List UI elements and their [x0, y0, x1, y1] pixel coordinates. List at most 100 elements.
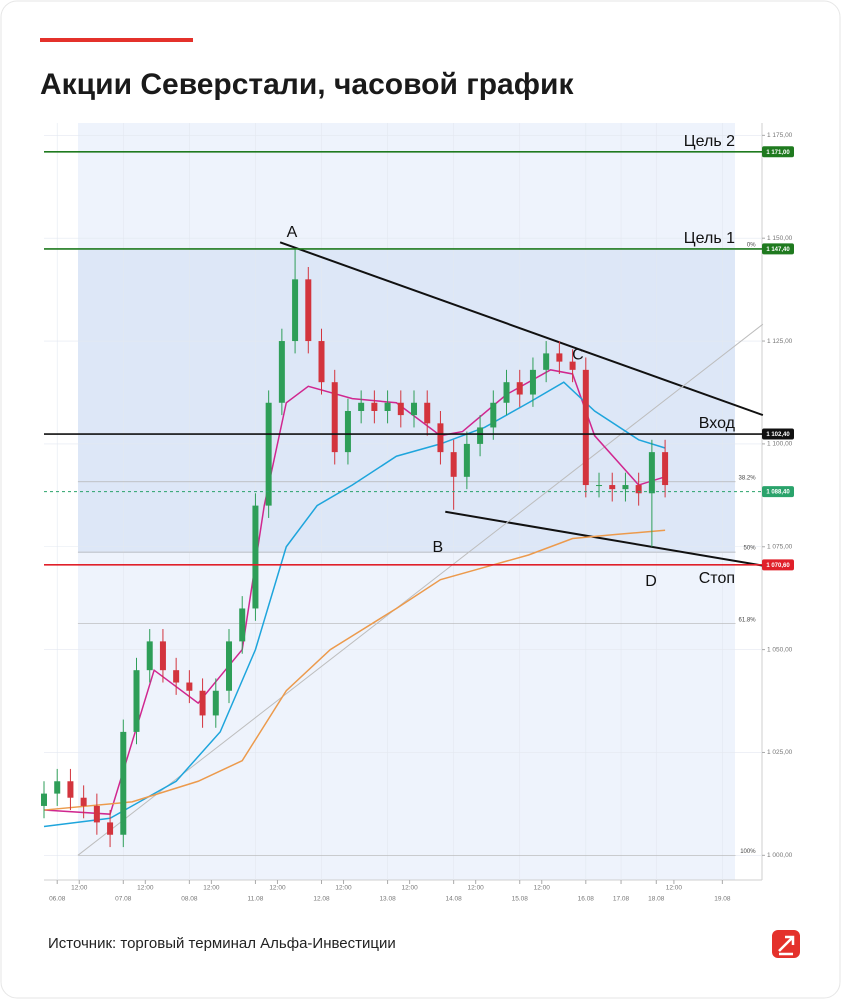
- candle-body: [120, 731, 127, 835]
- level-name: Цель 1: [684, 230, 735, 247]
- candle-body: [305, 279, 312, 342]
- point-label: C: [572, 346, 584, 363]
- logo: [772, 930, 800, 958]
- plot-area: [44, 123, 763, 881]
- fib-zone-inner: [78, 250, 735, 553]
- candle-body: [173, 670, 180, 683]
- candle-body: [635, 485, 642, 494]
- price-badge: [762, 486, 794, 498]
- candle-body: [331, 382, 338, 453]
- candle-body: [371, 402, 378, 411]
- point-label: B: [432, 539, 443, 556]
- x-tick-label: 12:00: [71, 885, 88, 892]
- price-badge-label: 1 147,40: [766, 247, 790, 253]
- candle-body: [199, 690, 206, 716]
- candle-body: [80, 797, 87, 806]
- y-tick-label: 1 050,00: [767, 646, 793, 653]
- trend-line: [77, 323, 764, 856]
- candle-body: [596, 485, 603, 487]
- candle-body: [54, 781, 61, 794]
- x-tick-label: 15.08: [512, 896, 529, 903]
- candle-body: [477, 427, 484, 444]
- candle-body: [358, 402, 365, 411]
- x-tick-label: 12.08: [313, 896, 330, 903]
- candle-body: [107, 822, 114, 835]
- candle-body: [212, 690, 219, 716]
- candle-body: [265, 402, 272, 506]
- candle-body: [292, 279, 299, 342]
- candle-body: [252, 505, 259, 609]
- fib-label: 61.8%: [739, 617, 757, 623]
- fib-label: 38.2%: [739, 475, 757, 481]
- level-name: Цель 2: [684, 133, 735, 150]
- point-label: A: [287, 224, 298, 241]
- point-label: D: [645, 573, 657, 590]
- candle-body: [278, 341, 285, 403]
- candle-body: [186, 682, 193, 691]
- price-badge: [762, 428, 794, 440]
- x-tick-label: 12:00: [468, 885, 485, 892]
- candle-body: [411, 402, 418, 416]
- candle-body: [529, 369, 536, 395]
- y-tick-label: 1 125,00: [767, 338, 793, 345]
- x-tick-label: 19.08: [714, 896, 731, 903]
- price-badge-label: 1 102,40: [766, 432, 790, 438]
- x-tick-label: 12:00: [269, 885, 286, 892]
- candle-body: [239, 608, 246, 642]
- candle-body: [463, 443, 470, 477]
- trend-line: [445, 510, 764, 567]
- candle-body: [648, 452, 655, 494]
- x-tick-label: 11.08: [248, 896, 264, 903]
- y-tick-label: 1 100,00: [767, 441, 793, 448]
- source: Источник: торговый терминал Альфа-Инвест…: [48, 935, 396, 952]
- x-tick-label: 06.08: [49, 896, 66, 903]
- x-tick-label: 12:00: [335, 885, 352, 892]
- x-tick-label: 08.08: [181, 896, 198, 903]
- candle-body: [490, 402, 497, 428]
- candle-body: [569, 361, 576, 370]
- x-tick-label: 12:00: [534, 885, 551, 892]
- candle-body: [146, 641, 153, 671]
- price-badge: [762, 146, 794, 158]
- x-tick-label: 17.08: [613, 896, 630, 903]
- candle-body: [159, 641, 166, 671]
- candle-body: [450, 452, 457, 477]
- x-tick-label: 16.08: [578, 896, 595, 903]
- y-tick-label: 1 175,00: [767, 132, 793, 139]
- accent-bar: [40, 38, 193, 42]
- x-tick-label: 12:00: [137, 885, 154, 892]
- x-tick-label: 12:00: [401, 885, 418, 892]
- y-tick-label: 1 075,00: [767, 543, 793, 550]
- y-tick-label: 1 025,00: [767, 749, 793, 756]
- candle-body: [556, 353, 563, 362]
- candle-body: [318, 341, 325, 383]
- x-tick-label: 13.08: [379, 896, 396, 903]
- x-tick-label: 12:00: [203, 885, 220, 892]
- candle-body: [344, 410, 351, 453]
- candle-body: [226, 641, 233, 691]
- candle-body: [397, 402, 404, 416]
- candle-body: [609, 485, 616, 490]
- candle-body: [67, 781, 74, 798]
- x-tick-label: 07.08: [115, 896, 132, 903]
- y-tick-label: 1 000,00: [767, 852, 793, 859]
- candle-body: [133, 670, 140, 732]
- y-tick-label: 1 150,00: [767, 235, 793, 242]
- price-badge-label: 1 070,60: [766, 563, 790, 569]
- candle-body: [582, 369, 589, 486]
- candle-body: [516, 382, 523, 395]
- candle-body: [384, 402, 391, 411]
- level-name: Вход: [699, 415, 736, 432]
- candle-body: [622, 485, 629, 490]
- price-badge: [762, 559, 794, 571]
- fib-label: 50%: [744, 546, 757, 552]
- fib-label: 0%: [747, 242, 756, 248]
- fib-label: 100%: [740, 849, 756, 855]
- moving-average: [43, 529, 666, 811]
- candle-body: [41, 793, 47, 806]
- chart-title: Акции Северстали, часовой график: [40, 68, 574, 101]
- candle-body: [543, 353, 550, 370]
- candle-body: [503, 382, 510, 403]
- moving-average: [43, 381, 666, 828]
